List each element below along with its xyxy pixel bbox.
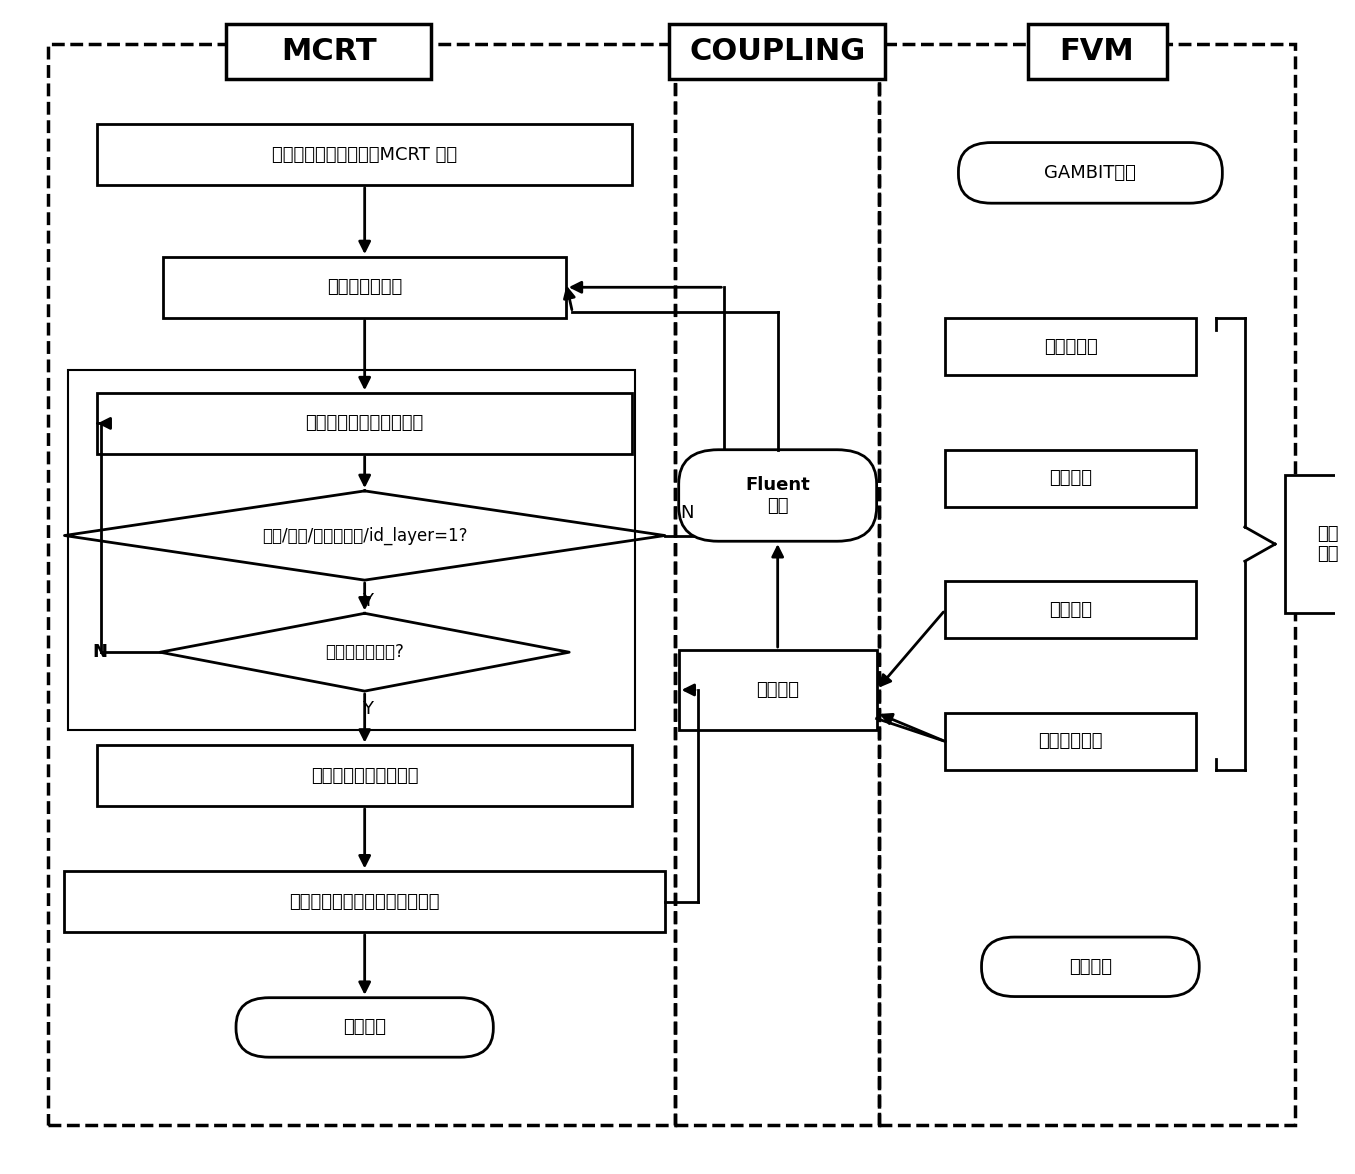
Polygon shape bbox=[65, 491, 665, 580]
Text: Y: Y bbox=[362, 700, 373, 718]
FancyBboxPatch shape bbox=[946, 318, 1196, 376]
FancyBboxPatch shape bbox=[679, 650, 877, 730]
FancyBboxPatch shape bbox=[958, 142, 1222, 203]
Text: 统一蒙特卡罗光线追迹MCRT 方法: 统一蒙特卡罗光线追迹MCRT 方法 bbox=[272, 146, 457, 163]
Text: 吸收/逃逸/轮盘赌存活/id_layer=1?: 吸收/逃逸/轮盘赌存活/id_layer=1? bbox=[262, 526, 467, 545]
Polygon shape bbox=[160, 613, 569, 691]
FancyBboxPatch shape bbox=[236, 998, 493, 1057]
Text: 光束在子系统层次中传播: 光束在子系统层次中传播 bbox=[305, 414, 424, 432]
Text: 统计光子分布与太阳能热流分布: 统计光子分布与太阳能热流分布 bbox=[290, 892, 440, 911]
FancyBboxPatch shape bbox=[981, 937, 1199, 997]
Text: 动量方程: 动量方程 bbox=[1049, 470, 1092, 487]
FancyBboxPatch shape bbox=[1285, 475, 1355, 613]
Text: MCRT: MCRT bbox=[282, 38, 377, 66]
Text: Y: Y bbox=[362, 592, 373, 609]
Text: N: N bbox=[92, 643, 107, 661]
Text: 连续性方程: 连续性方程 bbox=[1043, 338, 1098, 356]
FancyBboxPatch shape bbox=[679, 450, 877, 541]
Text: FVM: FVM bbox=[1060, 38, 1134, 66]
FancyBboxPatch shape bbox=[98, 393, 631, 453]
Text: 对应计算、记录与统计: 对应计算、记录与统计 bbox=[310, 767, 419, 784]
FancyBboxPatch shape bbox=[164, 257, 566, 318]
FancyBboxPatch shape bbox=[98, 124, 631, 184]
Text: 湍流模型方程: 湍流模型方程 bbox=[1038, 733, 1103, 750]
FancyBboxPatch shape bbox=[226, 25, 431, 79]
Text: Fluent
数据: Fluent 数据 bbox=[745, 477, 810, 515]
Text: 能量方程: 能量方程 bbox=[1049, 601, 1092, 619]
FancyBboxPatch shape bbox=[946, 581, 1196, 639]
FancyBboxPatch shape bbox=[98, 745, 631, 807]
FancyBboxPatch shape bbox=[946, 450, 1196, 507]
FancyBboxPatch shape bbox=[65, 871, 665, 932]
FancyBboxPatch shape bbox=[669, 25, 885, 79]
Text: 控制
方程: 控制 方程 bbox=[1317, 525, 1339, 564]
Text: 耦合程序: 耦合程序 bbox=[756, 681, 799, 699]
Text: N: N bbox=[680, 504, 694, 521]
Text: 结束计算: 结束计算 bbox=[343, 1018, 386, 1037]
Text: COUPLING: COUPLING bbox=[690, 38, 866, 66]
FancyBboxPatch shape bbox=[946, 713, 1196, 770]
Text: 是否最后一束光?: 是否最后一束光? bbox=[325, 643, 404, 661]
FancyBboxPatch shape bbox=[1028, 25, 1167, 79]
Text: 初始化光子分布: 初始化光子分布 bbox=[327, 278, 402, 296]
Text: GAMBIT建模: GAMBIT建模 bbox=[1045, 164, 1137, 182]
Text: 边界条件: 边界条件 bbox=[1069, 958, 1112, 976]
